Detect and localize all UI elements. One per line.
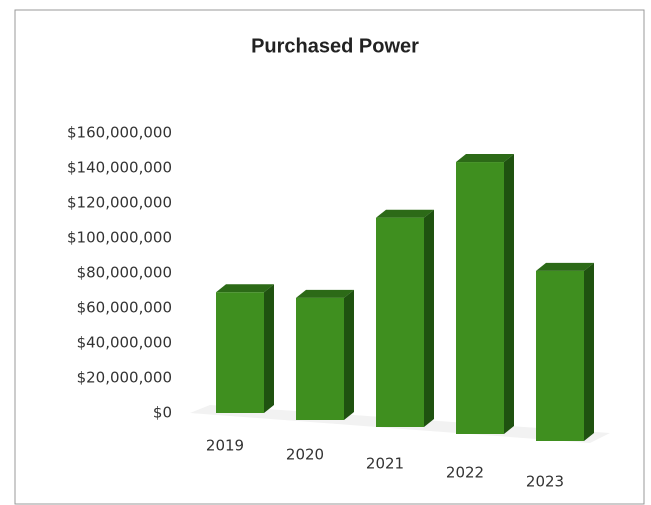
y-tick-label: $140,000,000 xyxy=(67,159,172,177)
bar-side xyxy=(264,284,274,413)
x-tick-label: 2021 xyxy=(366,455,404,473)
bar-side xyxy=(424,209,434,427)
chart-title: Purchased Power xyxy=(251,35,419,57)
bar-side xyxy=(584,262,594,441)
bar-top xyxy=(296,289,354,298)
bar xyxy=(536,270,584,441)
x-tick-label: 2023 xyxy=(526,473,564,491)
bar-top xyxy=(216,284,274,293)
y-tick-label: $120,000,000 xyxy=(67,194,172,212)
bar-top xyxy=(376,209,434,218)
bar-side xyxy=(344,289,354,420)
bar-side xyxy=(504,154,514,435)
y-tick-label: $20,000,000 xyxy=(77,369,172,387)
y-tick-label: $40,000,000 xyxy=(77,334,172,352)
bar-top xyxy=(536,262,594,271)
x-tick-label: 2022 xyxy=(446,464,484,482)
y-tick-label: $0 xyxy=(153,404,172,422)
x-tick-label: 2019 xyxy=(206,437,244,455)
bar xyxy=(216,292,264,413)
y-tick-label: $160,000,000 xyxy=(67,124,172,142)
bar xyxy=(376,217,424,427)
bar xyxy=(296,297,344,420)
y-tick-label: $80,000,000 xyxy=(77,264,172,282)
bar xyxy=(456,162,504,435)
y-tick-label: $60,000,000 xyxy=(77,299,172,317)
y-tick-label: $100,000,000 xyxy=(67,229,172,247)
bar-top xyxy=(456,154,514,163)
x-tick-label: 2020 xyxy=(286,446,324,464)
